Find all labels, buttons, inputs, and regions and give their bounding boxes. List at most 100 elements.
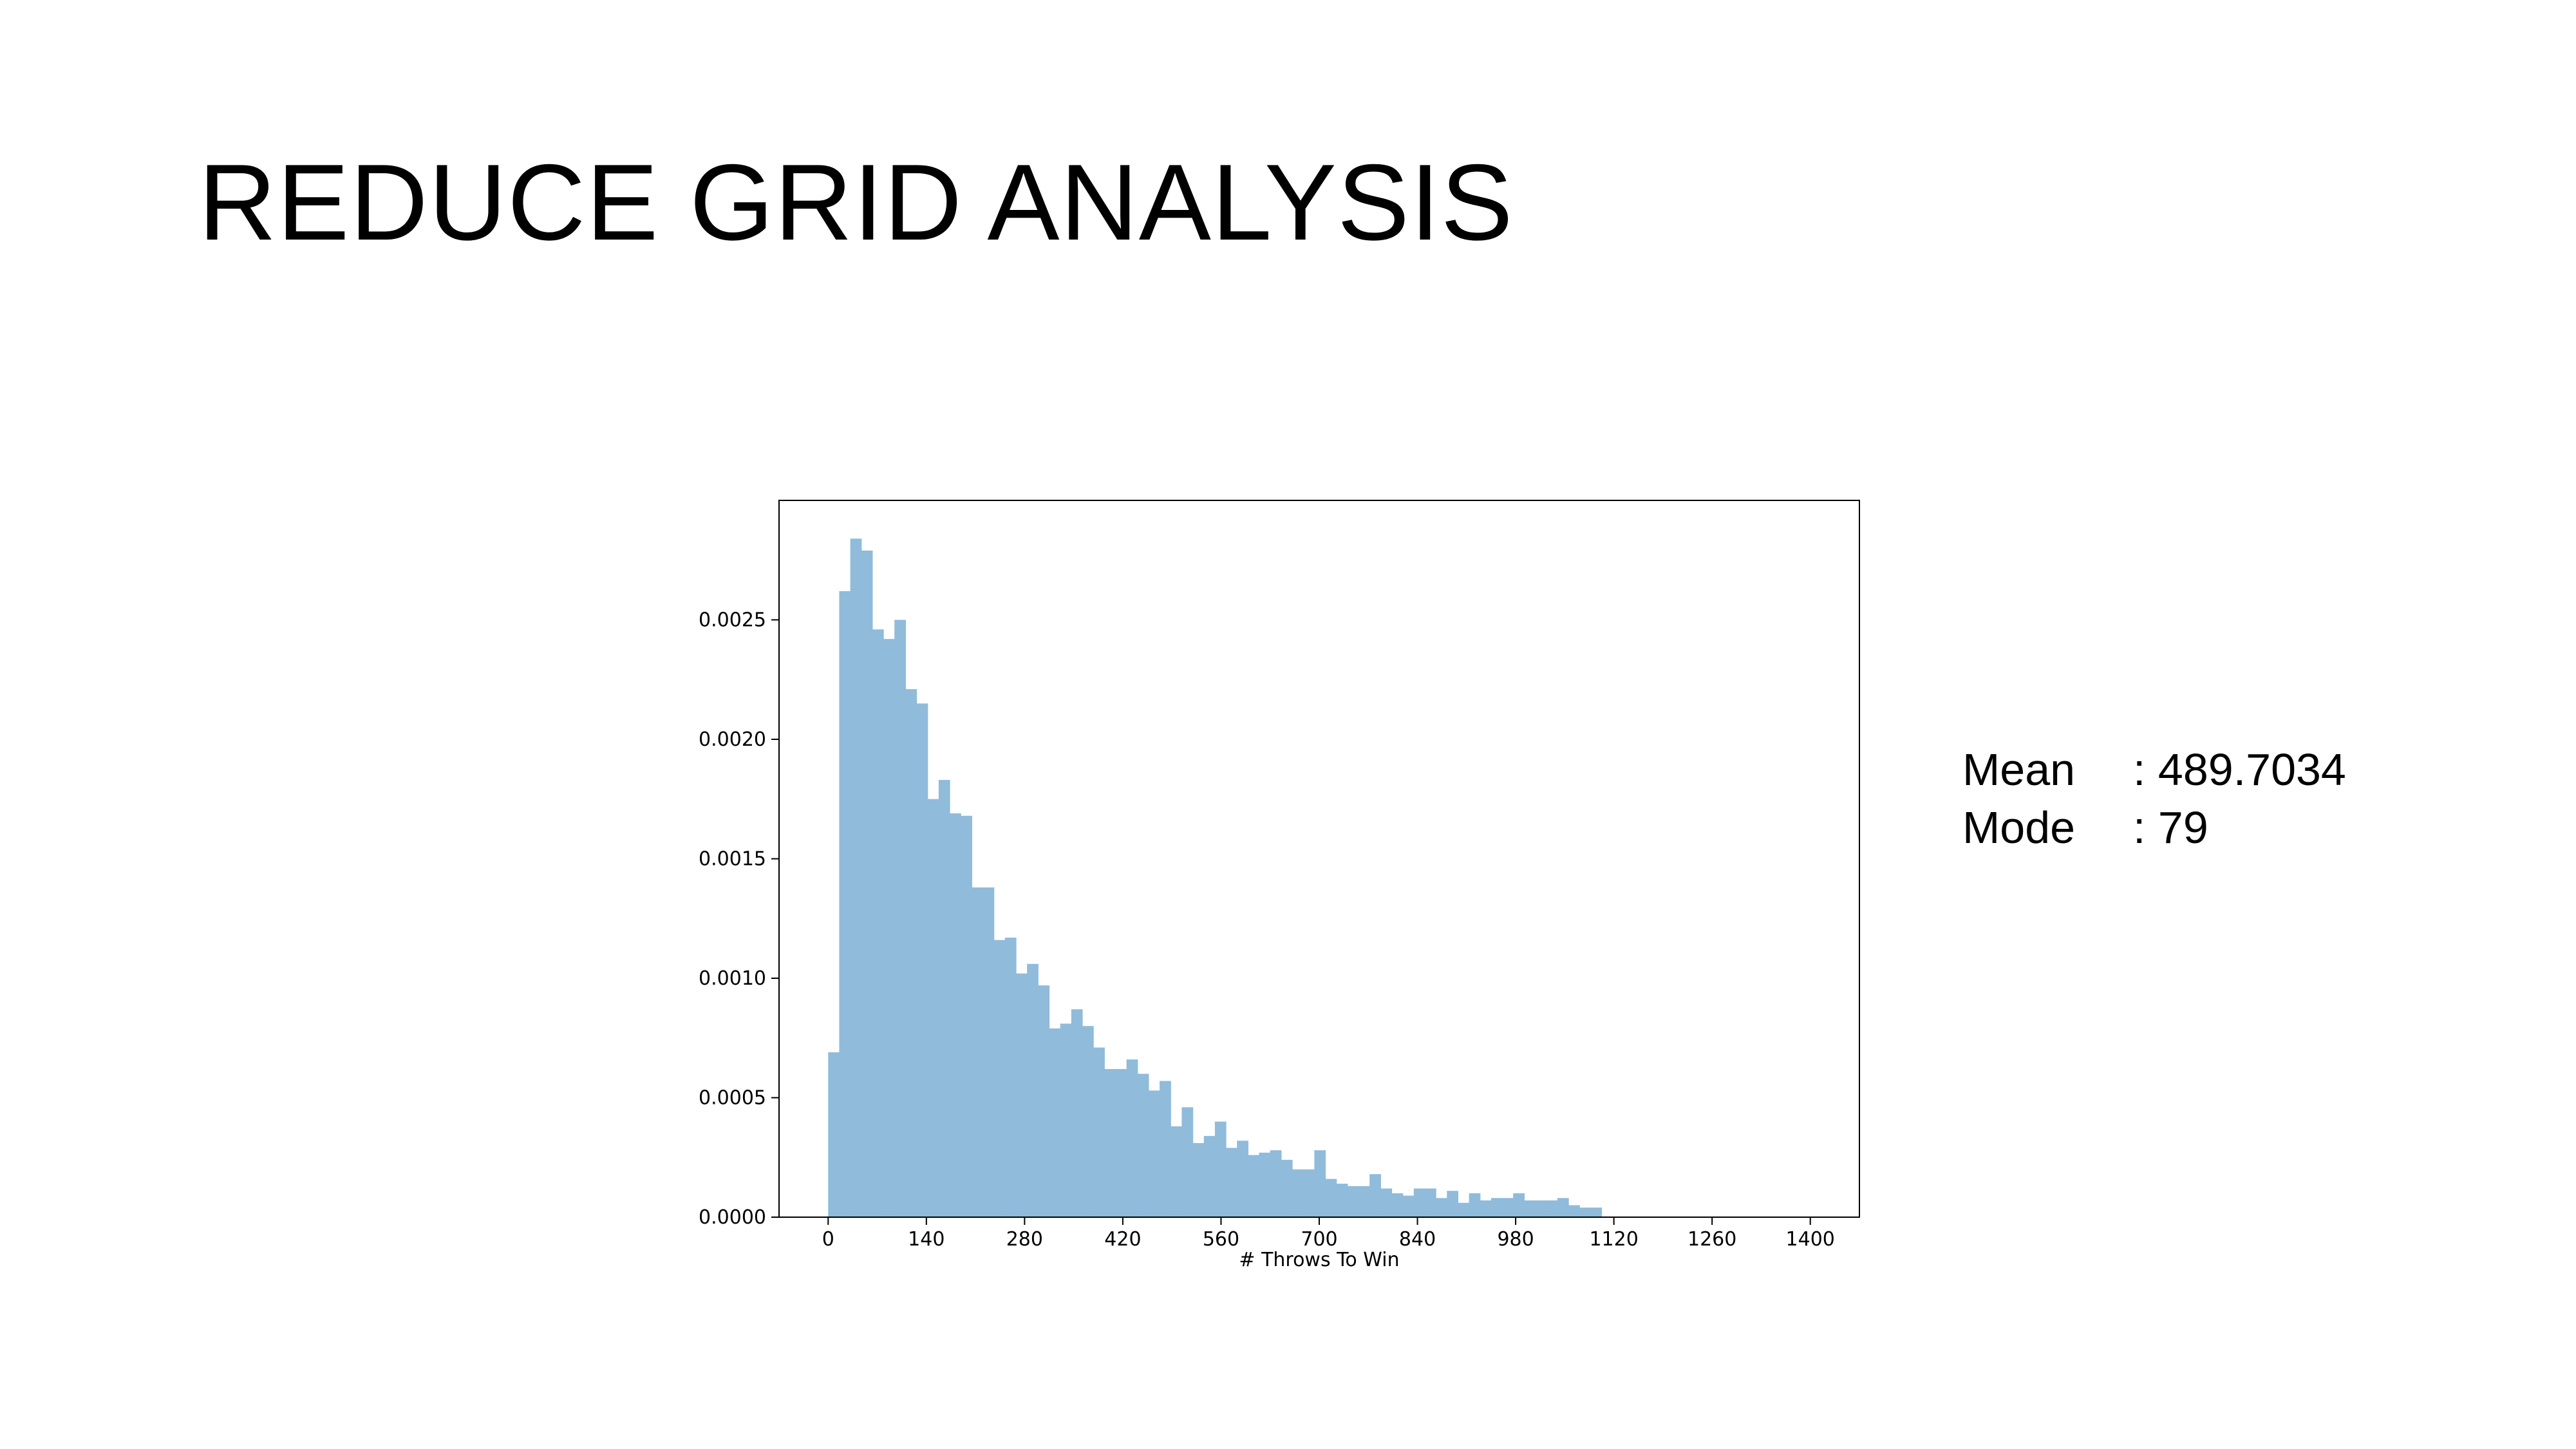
stat-value-mode: : 79: [2133, 802, 2208, 853]
histogram-bar: [1060, 1023, 1072, 1217]
histogram-bar: [1568, 1205, 1580, 1217]
histogram-bar: [828, 1052, 840, 1217]
histogram-bar: [1160, 1081, 1171, 1217]
y-tick-label: 0.0015: [699, 848, 766, 871]
histogram-bar: [1126, 1059, 1138, 1217]
histogram-bar: [1336, 1184, 1348, 1217]
histogram-bar: [1192, 1142, 1205, 1217]
histogram-bar: [1359, 1186, 1370, 1217]
histogram-bar: [872, 629, 884, 1217]
x-tick-label: 840: [1399, 1228, 1436, 1251]
histogram-bar: [1115, 1068, 1127, 1217]
y-tick-label: 0.0025: [699, 609, 766, 632]
histogram-bar: [1281, 1159, 1293, 1217]
histogram-bar: [1226, 1148, 1237, 1217]
histogram-bar: [1027, 963, 1039, 1217]
histogram-bar: [916, 703, 928, 1217]
histogram-bar: [1369, 1174, 1381, 1217]
histogram-bar: [861, 550, 873, 1218]
y-tick-label: 0.0005: [699, 1087, 766, 1110]
stat-row-mode: Mode : 79: [1962, 799, 2346, 857]
histogram-bar: [938, 780, 950, 1217]
x-tick-label: 700: [1301, 1228, 1337, 1251]
stat-value-mean: : 489.7034: [2133, 744, 2346, 795]
histogram-bar: [1314, 1150, 1326, 1217]
histogram-bar: [972, 887, 984, 1217]
histogram-bar: [850, 538, 862, 1217]
stat-label-mean: Mean: [1962, 744, 2076, 795]
histogram-bar: [1490, 1198, 1503, 1217]
histogram-bar: [1469, 1193, 1481, 1217]
x-tick-label: 420: [1104, 1228, 1141, 1251]
histogram-bar: [1071, 1009, 1083, 1217]
histogram-bar: [1436, 1198, 1447, 1217]
stat-row-mean: Mean : 489.7034: [1962, 741, 2346, 799]
histogram-bar: [1237, 1141, 1249, 1217]
histogram-bar: [1004, 937, 1017, 1217]
histogram-bar: [982, 887, 995, 1217]
histogram-bar: [927, 799, 939, 1217]
histogram-bar: [1148, 1090, 1160, 1217]
histogram-bar: [1082, 1026, 1094, 1217]
histogram-bar: [1579, 1208, 1592, 1217]
histogram-bar: [1447, 1191, 1459, 1217]
histogram-bar: [1292, 1169, 1304, 1217]
histogram-bar: [1546, 1200, 1558, 1217]
histogram-bar: [1093, 1047, 1105, 1217]
histogram-bar: [1303, 1169, 1315, 1217]
histogram-bar: [1170, 1126, 1183, 1217]
histogram-bar: [1413, 1188, 1425, 1217]
histogram-bar: [1181, 1107, 1194, 1217]
y-axis: 0.0000 0.0005 0.0010 0.0015 0.0020 0.0025: [699, 609, 779, 1229]
histogram-bar: [1214, 1121, 1227, 1217]
x-tick-label: 1400: [1786, 1228, 1835, 1251]
histogram-bar: [894, 620, 907, 1217]
histogram-bar: [1049, 1028, 1061, 1217]
histogram-bar: [1203, 1135, 1216, 1217]
histogram-bar: [1380, 1188, 1393, 1217]
histogram-bar: [1248, 1155, 1260, 1217]
histogram-bar: [839, 591, 851, 1217]
histogram-bar: [1524, 1200, 1536, 1217]
histogram-bar: [1458, 1202, 1470, 1217]
histogram-bar: [1038, 985, 1050, 1217]
slide-title: REDUCE GRID ANALYSIS: [198, 142, 1514, 263]
x-axis: 0 140 280 420 560 700 840 980 1120 1260 1400: [822, 1217, 1835, 1251]
y-tick-label: 0.0000: [699, 1206, 766, 1229]
histogram-bar: [1424, 1188, 1436, 1217]
histogram-bar: [1590, 1208, 1603, 1217]
histogram-bar: [1325, 1179, 1337, 1217]
histogram-bar: [1480, 1200, 1492, 1217]
histogram-bar: [1513, 1193, 1525, 1217]
histogram-bar: [1391, 1193, 1404, 1217]
histogram-bar: [1535, 1200, 1547, 1217]
histogram-bar: [905, 689, 917, 1217]
x-tick-label: 280: [1006, 1228, 1043, 1251]
histogram-bar: [1557, 1198, 1569, 1217]
y-tick-label: 0.0020: [699, 728, 766, 751]
x-tick-label: 140: [908, 1228, 945, 1251]
histogram-bar: [1016, 973, 1028, 1217]
x-tick-label: 980: [1497, 1228, 1534, 1251]
histogram-bar: [961, 815, 972, 1217]
histogram-bar: [993, 940, 1006, 1217]
x-axis-label: # Throws To Win: [1239, 1249, 1399, 1271]
stats-panel: Mean : 489.7034 Mode : 79: [1962, 741, 2346, 857]
x-tick-label: 0: [822, 1228, 834, 1251]
histogram-bar: [1270, 1150, 1282, 1217]
x-tick-label: 1120: [1589, 1228, 1638, 1251]
y-tick-label: 0.0010: [699, 967, 766, 990]
histogram-bar: [1137, 1074, 1149, 1217]
histogram-bars: [828, 538, 1603, 1218]
histogram-bar: [1259, 1152, 1271, 1217]
x-tick-label: 1260: [1688, 1228, 1736, 1251]
x-tick-label: 560: [1203, 1228, 1239, 1251]
histogram-bar: [883, 639, 895, 1217]
histogram-bar: [1502, 1198, 1514, 1217]
histogram-bar: [1402, 1195, 1415, 1217]
histogram-bar: [1347, 1186, 1359, 1217]
histogram-bar: [950, 813, 961, 1217]
histogram-bar: [1104, 1068, 1116, 1217]
stat-label-mode: Mode: [1962, 802, 2076, 853]
